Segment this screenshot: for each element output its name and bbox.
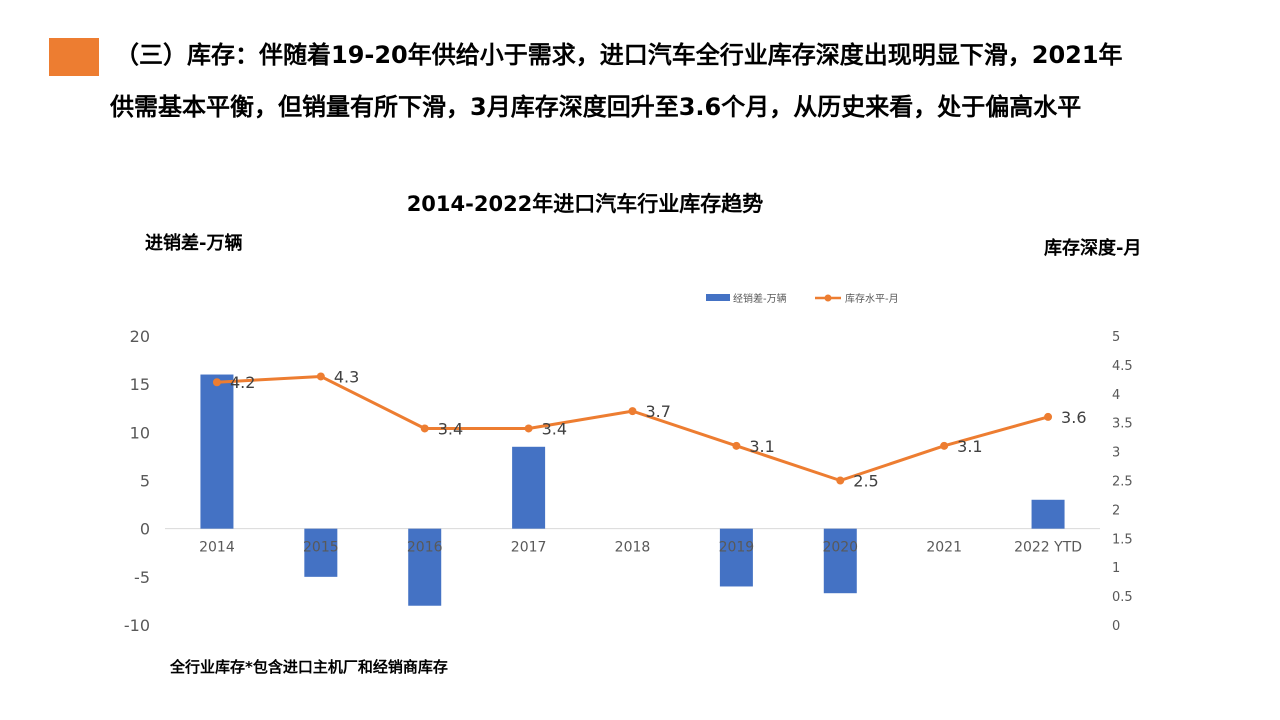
right-tick-label: 4	[1112, 388, 1120, 403]
slide-heading-line2: 供需基本平衡，但销量有所下滑，3月库存深度回升至3.6个月，从历史来看，处于偏高…	[110, 93, 1082, 121]
footnote: 全行业库存*包含进口主机厂和经销商库存	[170, 658, 448, 676]
x-tick-label: 2014	[199, 540, 235, 556]
legend-label: 经销差-万辆	[733, 292, 787, 305]
line-point	[420, 424, 429, 433]
data-label: 2.5	[853, 472, 878, 491]
right-tick-label: 2.5	[1112, 475, 1133, 490]
line-point	[836, 476, 845, 485]
right-tick-label: 2	[1112, 503, 1120, 518]
legend-label: 库存水平-月	[845, 292, 899, 305]
left-tick-label: -5	[134, 568, 150, 587]
x-tick-label: 2020	[822, 540, 858, 556]
line-point	[1044, 412, 1053, 421]
x-tick-label: 2021	[926, 540, 962, 556]
legend-swatch-bar	[706, 294, 730, 301]
data-label: 3.7	[646, 402, 671, 421]
right-tick-label: 5	[1112, 330, 1120, 345]
x-tick-label: 2022 YTD	[1014, 540, 1082, 556]
line-point	[524, 424, 533, 433]
data-label: 3.1	[749, 437, 774, 456]
bar	[1031, 499, 1065, 529]
line-point	[628, 407, 637, 416]
left-tick-label: 0	[140, 520, 150, 539]
bar	[200, 374, 234, 529]
left-tick-label: 10	[130, 423, 150, 442]
right-tick-label: 0.5	[1112, 590, 1133, 605]
right-tick-label: 0	[1112, 619, 1120, 634]
left-tick-label: 5	[140, 472, 150, 491]
data-label: 3.6	[1061, 408, 1086, 427]
bar	[823, 528, 857, 594]
line-point	[316, 372, 325, 381]
title-accent-block	[49, 38, 99, 76]
inventory-line	[216, 374, 1049, 482]
data-label: 3.4	[542, 419, 567, 438]
data-label: 4.2	[230, 373, 255, 392]
x-tick-label: 2016	[407, 540, 443, 556]
x-tick-label: 2019	[719, 540, 755, 556]
left-axis-label: 进销差-万辆	[145, 233, 243, 254]
chart-title: 2014-2022年进口汽车行业库存趋势	[406, 192, 764, 216]
right-tick-label: 1.5	[1112, 532, 1133, 547]
left-tick-label: -10	[124, 616, 150, 635]
legend-marker	[824, 294, 832, 302]
data-label: 3.4	[438, 419, 463, 438]
left-tick-label: 20	[130, 327, 150, 346]
slide-heading-line1: （三）库存：伴随着19-20年供给小于需求，进口汽车全行业库存深度出现明显下滑，…	[115, 41, 1123, 69]
x-tick-label: 2017	[511, 540, 547, 556]
x-tick-label: 2015	[303, 540, 339, 556]
bar	[512, 446, 546, 529]
left-tick-label: 15	[130, 375, 150, 394]
bar	[304, 528, 338, 577]
right-tick-label: 3.5	[1112, 417, 1133, 432]
right-tick-label: 4.5	[1112, 359, 1133, 374]
data-label: 3.1	[957, 437, 982, 456]
line-point	[940, 441, 949, 450]
line-point	[212, 378, 221, 387]
data-label: 4.3	[334, 367, 359, 386]
bar	[719, 528, 753, 587]
right-tick-label: 1	[1112, 561, 1120, 576]
right-tick-label: 3	[1112, 446, 1120, 461]
bar	[408, 528, 442, 606]
x-tick-label: 2018	[615, 540, 651, 556]
right-axis-label: 库存深度-月	[1044, 238, 1142, 259]
line-point	[732, 441, 741, 450]
